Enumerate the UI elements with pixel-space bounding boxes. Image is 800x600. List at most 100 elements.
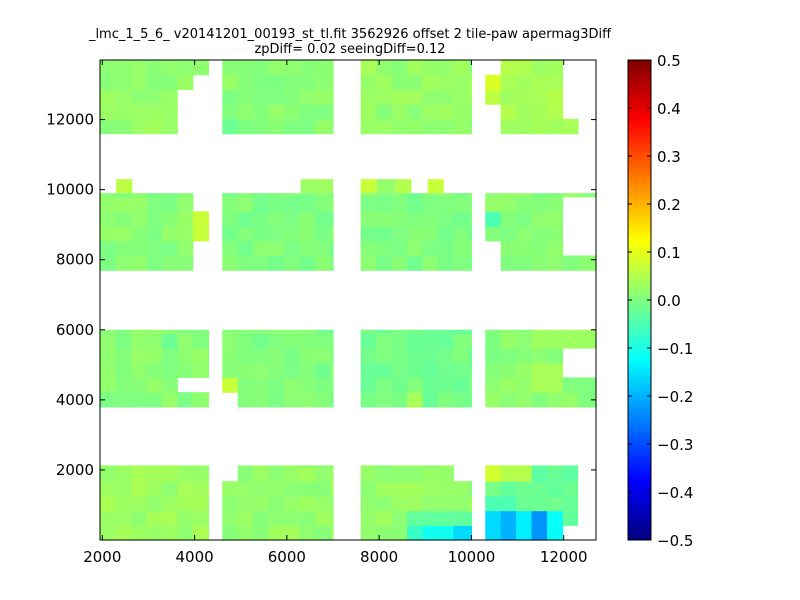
heatmap-cell xyxy=(468,211,473,227)
heatmap-cell xyxy=(177,193,194,198)
heatmap-cell xyxy=(500,74,517,91)
colorbar-segment xyxy=(628,432,651,437)
heatmap-cell xyxy=(268,226,285,242)
heatmap-cell xyxy=(100,495,117,512)
heatmap-cell xyxy=(500,510,517,526)
y-tick-label: 10000 xyxy=(46,181,94,199)
heatmap-cell xyxy=(115,466,132,482)
heatmap-cell xyxy=(161,377,178,393)
heatmap-cell xyxy=(422,348,439,364)
heatmap-cell xyxy=(100,481,117,497)
heatmap-cell xyxy=(593,377,597,393)
heatmap-cell xyxy=(468,333,473,349)
colorbar-segment xyxy=(628,376,651,381)
heatmap-cell xyxy=(208,495,210,512)
heatmap-cell xyxy=(146,196,163,212)
heatmap-cell xyxy=(391,118,408,135)
colorbar-tick-label: 0.2 xyxy=(657,196,681,214)
heatmap-cell xyxy=(268,466,285,482)
heatmap-cell xyxy=(284,196,301,212)
heatmap-cell xyxy=(468,362,473,379)
heatmap-cell xyxy=(562,333,579,349)
heatmap-cell xyxy=(485,329,502,334)
heatmap-cell xyxy=(237,74,254,91)
heatmap-cell xyxy=(516,211,533,227)
heatmap-cell xyxy=(500,240,517,257)
heatmap-cell xyxy=(330,329,334,334)
heatmap-cell xyxy=(253,348,270,364)
colorbar-segment xyxy=(628,340,651,345)
heatmap-cell xyxy=(130,465,147,468)
plot-frame xyxy=(99,59,597,541)
heatmap-cell xyxy=(100,196,117,212)
heatmap-cell xyxy=(253,510,270,526)
heatmap-cell xyxy=(222,196,239,212)
y-tick-label: 8000 xyxy=(56,251,94,269)
heatmap-cell xyxy=(222,495,239,512)
heatmap-cell xyxy=(146,377,163,393)
heatmap-cell xyxy=(500,466,517,482)
heatmap-cell xyxy=(468,377,473,393)
heatmap-cell xyxy=(115,74,132,91)
colorbar-segment xyxy=(628,276,651,281)
heatmap-cell xyxy=(516,348,533,364)
heatmap-cell xyxy=(253,392,270,408)
heatmap-cell xyxy=(100,329,117,334)
heatmap-cell xyxy=(253,118,270,135)
colorbar-segment xyxy=(628,352,651,357)
heatmap-cell xyxy=(422,240,439,257)
colorbar-tick-label: −0.3 xyxy=(657,436,693,454)
heatmap-cell xyxy=(376,240,393,257)
heatmap-cell xyxy=(376,465,393,468)
colorbar-segment xyxy=(628,316,651,321)
heatmap-cell xyxy=(330,193,334,198)
heatmap-cell xyxy=(330,525,334,541)
heatmap-cell xyxy=(100,193,117,198)
heatmap-cell xyxy=(161,193,178,198)
heatmap-cell xyxy=(453,510,470,526)
heatmap-cell xyxy=(422,481,439,497)
heatmap-cell xyxy=(407,510,424,526)
heatmap-cell xyxy=(531,481,548,497)
heatmap-cell xyxy=(547,118,564,135)
heatmap-cell xyxy=(516,329,533,334)
heatmap-cell xyxy=(391,465,408,468)
heatmap-cell xyxy=(299,362,316,379)
heatmap-cell xyxy=(562,255,579,271)
colorbar-segment xyxy=(628,116,651,121)
colorbar-segment xyxy=(628,436,651,441)
heatmap-cell xyxy=(407,196,424,212)
heatmap-cell xyxy=(547,392,564,408)
heatmap-cell xyxy=(453,377,470,393)
heatmap-cell xyxy=(299,333,316,349)
x-tick-label: 2000 xyxy=(83,548,121,566)
heatmap-cell xyxy=(453,333,470,349)
colorbar-segment xyxy=(628,464,651,469)
heatmap-cell xyxy=(222,525,239,541)
heatmap-cell xyxy=(222,193,239,198)
heatmap-cell xyxy=(453,348,470,364)
heatmap-cell xyxy=(253,196,270,212)
heatmap-cell xyxy=(453,89,470,105)
heatmap-cell xyxy=(330,348,334,364)
heatmap-cell xyxy=(315,348,332,364)
heatmap-cell xyxy=(130,466,147,482)
colorbar-segment xyxy=(628,160,651,165)
heatmap-cell xyxy=(468,510,473,526)
heatmap-cell xyxy=(146,465,163,468)
heatmap-cell xyxy=(531,89,548,105)
heatmap-cell xyxy=(146,118,163,135)
heatmap-cell xyxy=(130,348,147,364)
heatmap-cell xyxy=(547,74,564,91)
heatmap-cell xyxy=(547,240,564,257)
heatmap-cell xyxy=(562,465,579,468)
heatmap-cell xyxy=(391,60,408,76)
heatmap-cell xyxy=(360,226,377,242)
heatmap-cell xyxy=(578,329,595,334)
heatmap-cell xyxy=(391,74,408,91)
heatmap-cell xyxy=(253,525,270,541)
heatmap-cell xyxy=(130,74,147,91)
heatmap-cell xyxy=(468,255,473,271)
heatmap-cell xyxy=(177,466,194,482)
x-tick-label: 4000 xyxy=(175,548,213,566)
